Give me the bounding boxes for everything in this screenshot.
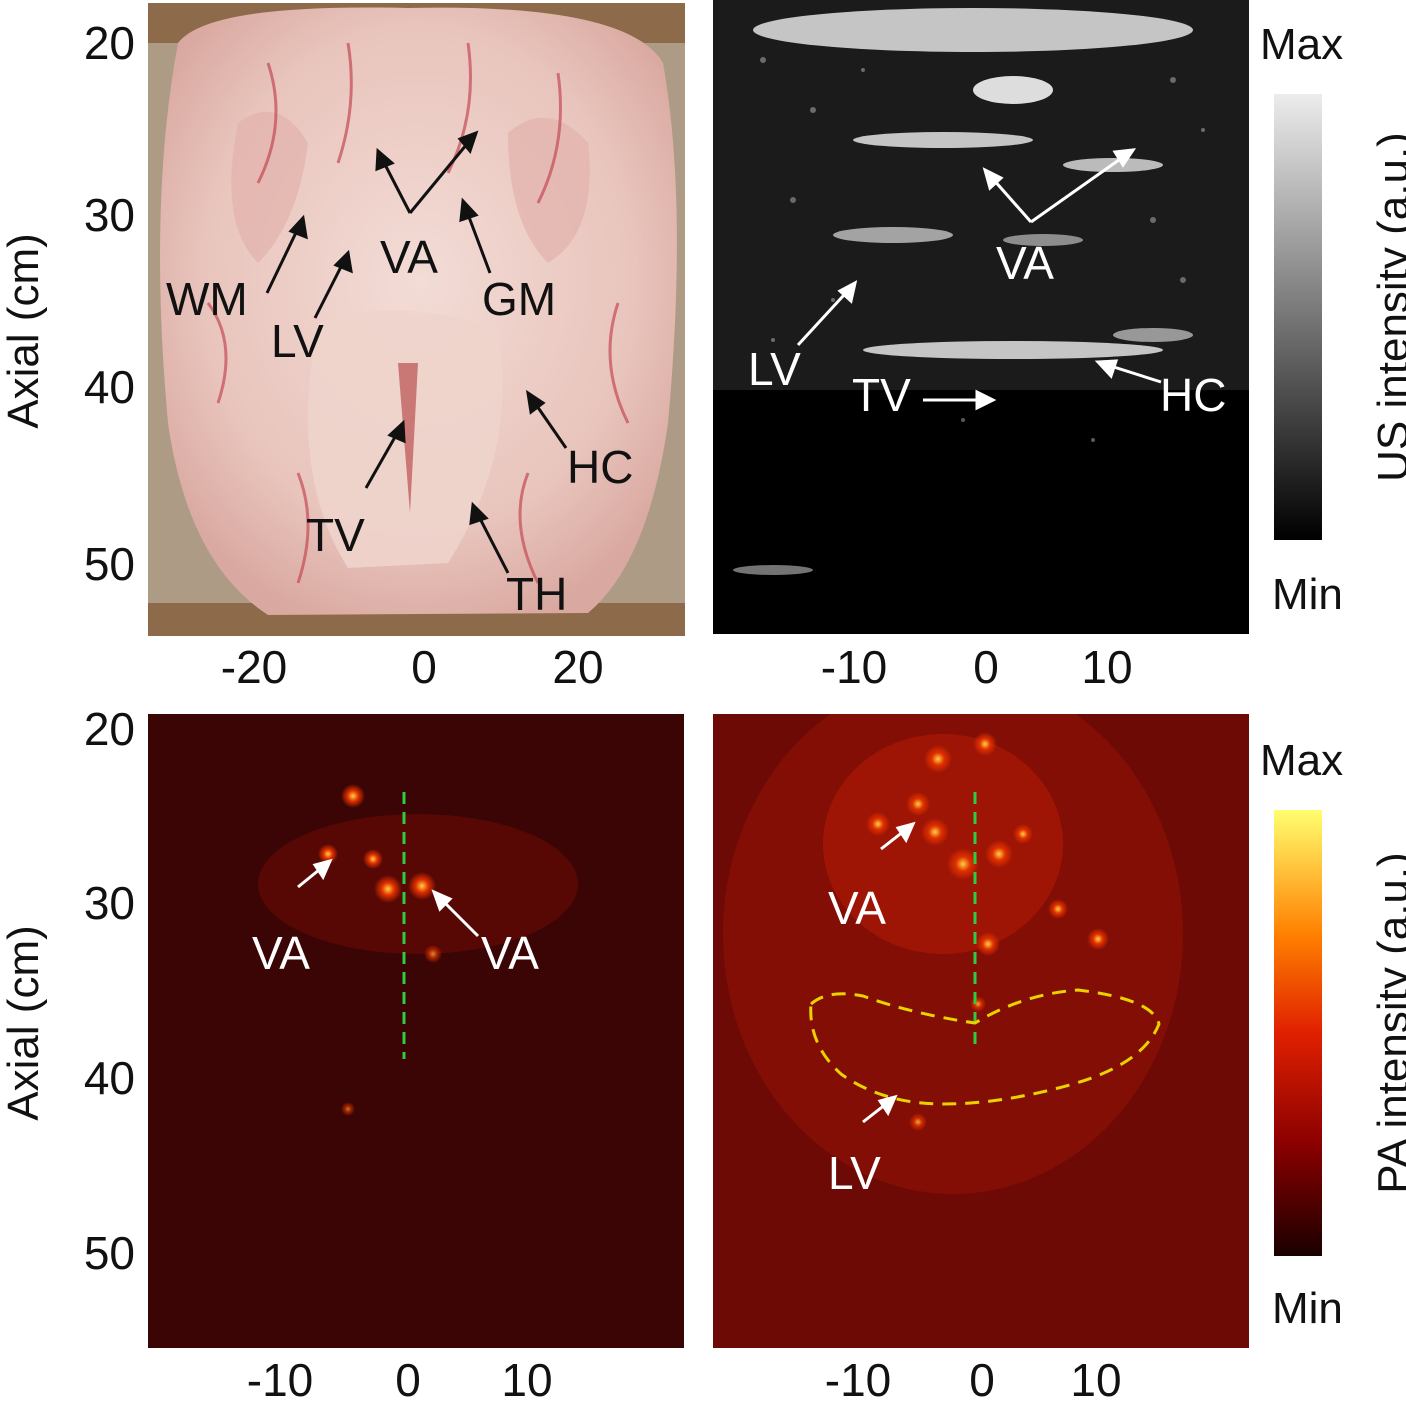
label-tv: TV xyxy=(306,509,365,561)
label-th: TH xyxy=(506,568,568,620)
top-y-tick-20: 20 xyxy=(83,17,135,69)
label-wm: WM xyxy=(166,273,248,325)
photo-x-tick-0: 0 xyxy=(411,641,437,693)
pa-left-x-tick-neg10: -10 xyxy=(246,1354,314,1406)
pa-colorbar xyxy=(1274,810,1322,1256)
pa-right-image xyxy=(713,714,1249,1348)
bottom-y-axis-title: Axial (cm) xyxy=(0,925,48,1121)
bottom-y-tick-50: 50 xyxy=(83,1227,135,1279)
bottom-y-tick-20: 20 xyxy=(83,703,135,755)
pa-right-panel xyxy=(713,714,1249,1348)
pa-right-label-va: VA xyxy=(828,882,886,934)
label-lv: LV xyxy=(271,315,324,367)
top-y-tick-50: 50 xyxy=(83,538,135,590)
us-label-tv: TV xyxy=(852,369,911,421)
label-hc: HC xyxy=(567,441,634,493)
us-colorbar-title: US intensity (a.u.) xyxy=(1369,132,1406,482)
us-label-hc: HC xyxy=(1160,369,1227,421)
pa-right-label-lv: LV xyxy=(828,1147,881,1199)
brain-photo-panel xyxy=(148,3,685,636)
label-va: VA xyxy=(380,231,438,283)
pa-left-x-tick-0: 0 xyxy=(395,1354,421,1406)
us-colorbar-min: Min xyxy=(1272,570,1343,619)
photo-x-tick-20: 20 xyxy=(552,641,604,693)
ultrasound-panel xyxy=(713,0,1249,634)
us-label-va: VA xyxy=(996,237,1054,289)
pa-left-panel xyxy=(148,714,684,1348)
pa-colorbar-title: PA intensity (a.u.) xyxy=(1369,852,1406,1194)
label-gm: GM xyxy=(482,273,557,325)
us-colorbar-max: Max xyxy=(1260,20,1344,69)
pa-left-image xyxy=(148,714,684,1348)
pa-left-x-tick-10: 10 xyxy=(501,1354,553,1406)
pa-right-x-tick-0: 0 xyxy=(969,1354,995,1406)
pa-left-label-va-right: VA xyxy=(481,927,539,979)
us-x-tick-neg10: -10 xyxy=(820,641,888,693)
us-x-tick-10: 10 xyxy=(1081,641,1133,693)
pa-colorbar-max: Max xyxy=(1260,736,1344,785)
top-y-tick-30: 30 xyxy=(83,189,135,241)
pa-right-x-tick-neg10: -10 xyxy=(824,1354,892,1406)
bottom-y-tick-40: 40 xyxy=(83,1052,135,1104)
ultrasound-image xyxy=(713,0,1249,634)
pa-right-x-tick-10: 10 xyxy=(1070,1354,1122,1406)
top-y-axis-title: Axial (cm) xyxy=(0,233,48,429)
top-y-tick-40: 40 xyxy=(83,361,135,413)
brain-photo xyxy=(148,3,685,636)
us-x-tick-0: 0 xyxy=(973,641,999,693)
bottom-y-tick-30: 30 xyxy=(83,877,135,929)
pa-colorbar-min: Min xyxy=(1272,1284,1343,1333)
us-label-lv: LV xyxy=(748,343,801,395)
us-colorbar xyxy=(1274,94,1322,540)
photo-x-tick-neg20: -20 xyxy=(220,641,288,693)
pa-left-label-va-left: VA xyxy=(252,927,310,979)
